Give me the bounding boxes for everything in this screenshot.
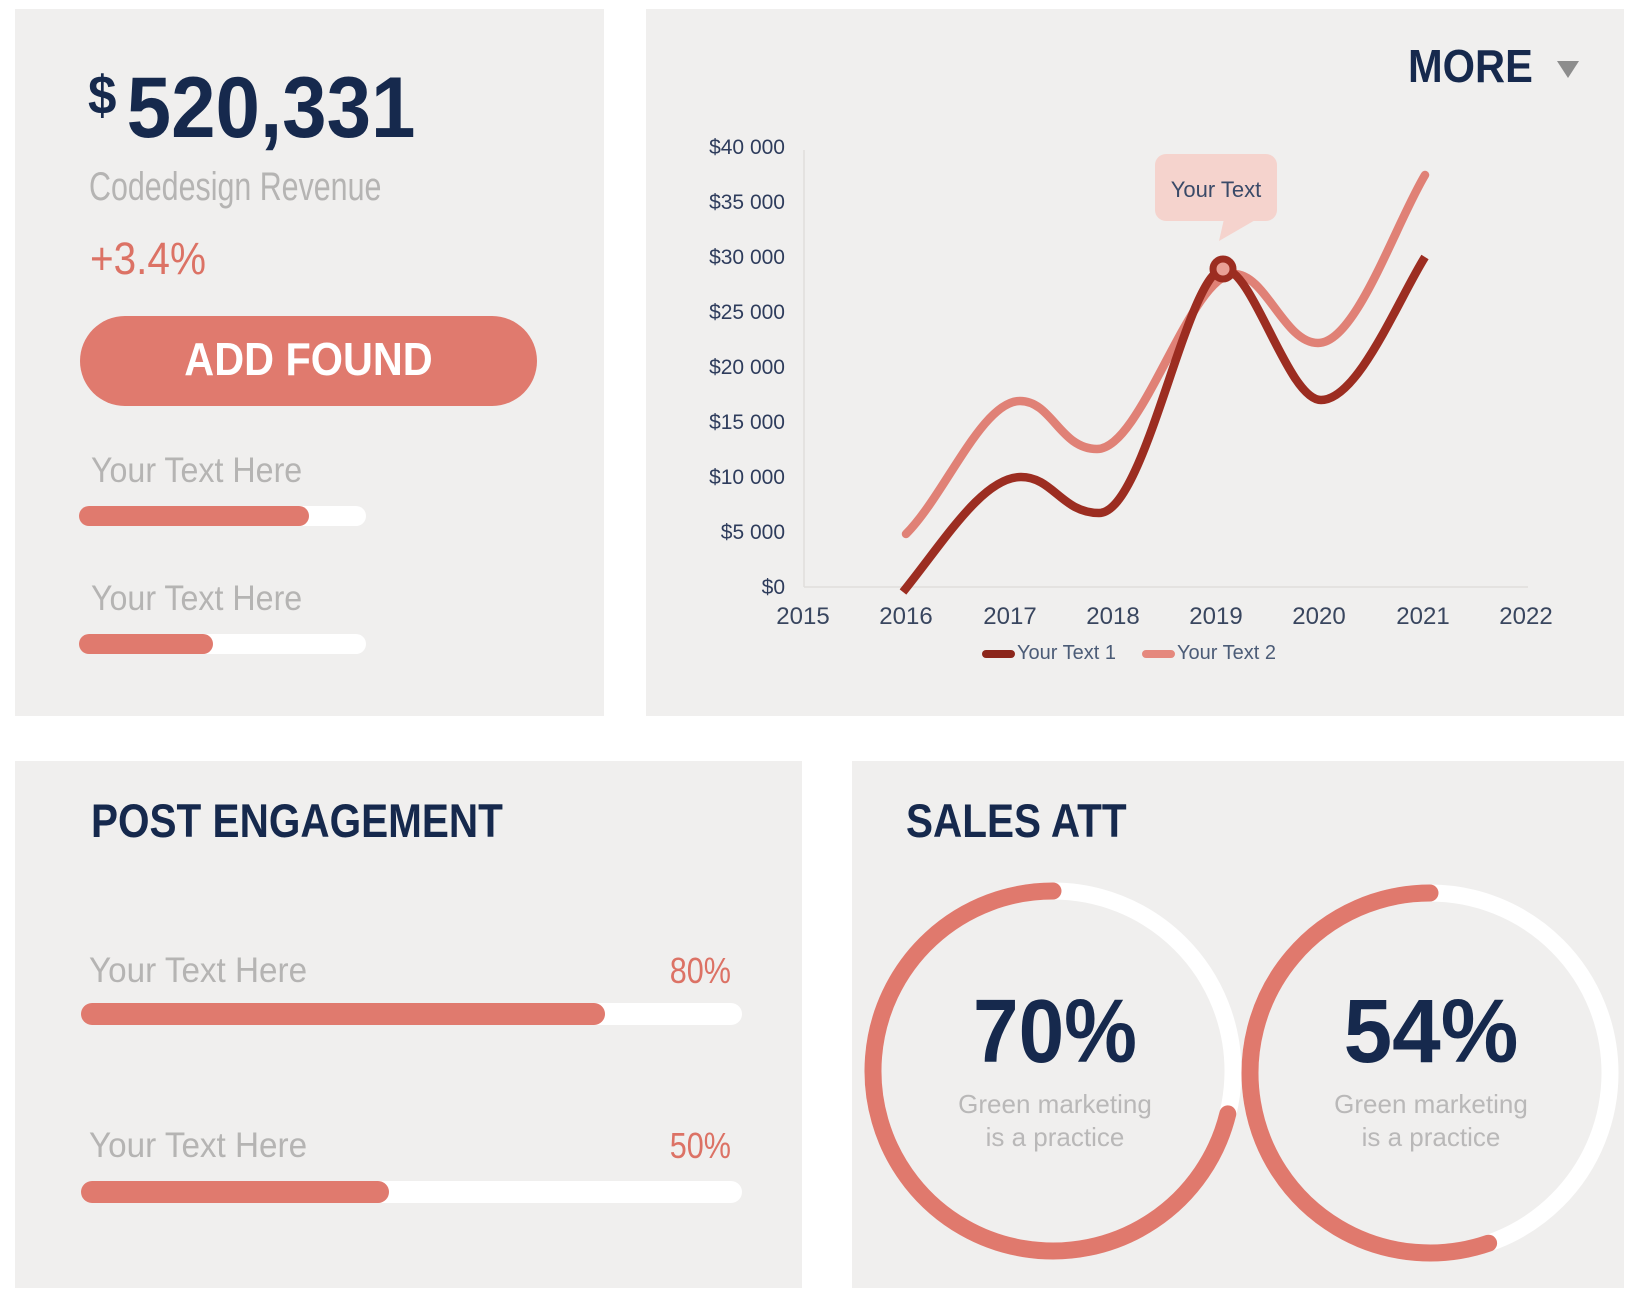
svg-text:2022: 2022 [1499, 603, 1552, 630]
svg-text:2016: 2016 [879, 603, 932, 630]
svg-text:$15 000: $15 000 [709, 411, 785, 434]
svg-text:$0: $0 [762, 576, 785, 599]
svg-text:2018: 2018 [1086, 603, 1139, 630]
svg-text:$35 000: $35 000 [709, 191, 785, 214]
svg-text:$40 000: $40 000 [709, 136, 785, 159]
svg-text:2021: 2021 [1396, 603, 1449, 630]
svg-text:$10 000: $10 000 [709, 466, 785, 489]
svg-text:$25 000: $25 000 [709, 301, 785, 324]
svg-text:Your Text 1: Your Text 1 [1017, 642, 1116, 664]
svg-text:Your Text 2: Your Text 2 [1177, 642, 1276, 664]
svg-text:2020: 2020 [1292, 603, 1345, 630]
svg-text:$20 000: $20 000 [709, 356, 785, 379]
svg-text:$5 000: $5 000 [721, 521, 785, 544]
svg-text:2019: 2019 [1189, 603, 1242, 630]
svg-text:$30 000: $30 000 [709, 246, 785, 269]
svg-text:2015: 2015 [776, 603, 829, 630]
svg-text:2017: 2017 [983, 603, 1036, 630]
svg-text:Your Text: Your Text [1171, 177, 1262, 202]
